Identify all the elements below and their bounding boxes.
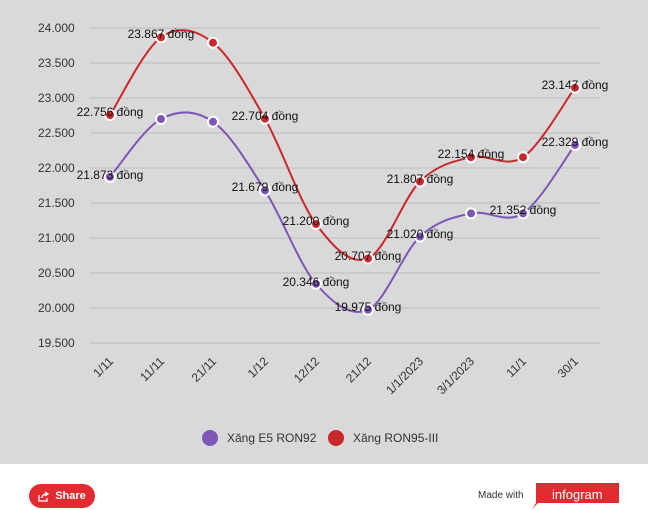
data-label: 22.154 đồng [438,147,505,161]
y-tick-label: 21.000 [38,231,75,245]
data-point [569,138,581,151]
legend-label: Xăng RON95-III [353,431,438,445]
data-point [310,218,322,230]
data-point [104,109,116,122]
data-point [207,115,219,128]
legend-marker [328,430,344,446]
data-point [414,175,426,188]
x-tick-label: 1/11 [90,354,116,380]
data-point [259,112,271,125]
data-point [465,207,477,220]
share-icon [38,490,50,502]
data-label: 20.346 đồng [283,275,350,289]
x-tick-label: 21/12 [343,354,374,385]
x-tick-label: 1/1/2023 [383,354,426,397]
data-label: 20.707 đồng [335,249,402,263]
footer: Share Made with infogram [0,464,648,510]
data-point [259,184,271,197]
line-chart: 24.000 23.500 23.000 22.500 22.000 21.500 21.0… [38,21,609,446]
data-point [310,277,322,290]
data-label: 22.756 đồng [77,105,144,119]
data-point [155,113,167,125]
series-line [109,29,576,261]
y-tick-label: 20.000 [38,301,75,315]
y-tick-label: 23.000 [38,91,75,105]
y-tick-label: 24.000 [38,21,75,35]
data-label: 21.807 đồng [387,172,454,186]
series-line [109,111,576,313]
x-tick-label: 12/12 [291,354,322,385]
y-tick-label: 23.500 [38,56,75,70]
x-axis-ticks: 1/11 11/11 21/11 1/12 12/12 21/12 1/1/2023 3/1/… [90,354,581,397]
data-label: 19.975 đồng [335,300,402,314]
data-labels: 21.873 đồng 21.679 đồng 20.346 đồng 19.975 … [77,27,609,314]
series-points [104,31,581,316]
y-tick-label: 22.500 [38,126,75,140]
data-point [517,207,529,220]
data-point [104,170,116,183]
data-point [207,36,219,49]
data-label: 21.873 đồng [77,168,144,182]
made-with-text: Made with [478,490,524,501]
y-tick-label: 20.500 [38,266,75,280]
data-point [517,151,529,164]
data-label: 23.147 đồng [542,78,609,92]
data-point [362,252,374,265]
gridlines [90,27,600,344]
data-point [362,303,374,316]
data-label: 23.867 đồng [128,27,195,41]
infogram-logo[interactable] [532,483,619,509]
data-label: 21.200 đồng [283,214,350,228]
x-tick-label: 3/1/2023 [434,354,477,397]
y-tick-label: 21.500 [38,196,75,210]
x-tick-label: 11/1 [503,354,529,380]
data-point [155,31,167,44]
data-point [465,151,477,164]
y-tick-label: 19.500 [38,336,75,350]
infogram-brand: infogram [552,487,603,502]
data-label: 21.679 đồng [232,180,299,194]
share-button[interactable]: Share [29,484,95,508]
y-axis-ticks: 24.000 23.500 23.000 22.500 22.000 21.500 21.0… [38,21,75,350]
legend-marker [202,430,218,446]
x-tick-label: 21/11 [189,354,220,385]
data-label: 21.020 đồng [387,227,454,241]
legend-label: Xăng E5 RON92 [227,431,317,445]
x-tick-label: 1/12 [245,354,272,381]
data-point [414,230,426,243]
x-tick-label: 11/11 [137,354,167,384]
data-label: 21.352 đồng [490,203,557,217]
x-tick-label: 30/1 [555,354,582,381]
data-label: 22.329 đồng [542,135,609,149]
data-label: 22.704 đồng [232,109,299,123]
share-label: Share [55,490,86,502]
data-point [569,81,581,94]
legend: Xăng E5 RON92 Xăng RON95-III [202,430,438,446]
y-tick-label: 22.000 [38,161,75,175]
series-lines [109,29,576,313]
